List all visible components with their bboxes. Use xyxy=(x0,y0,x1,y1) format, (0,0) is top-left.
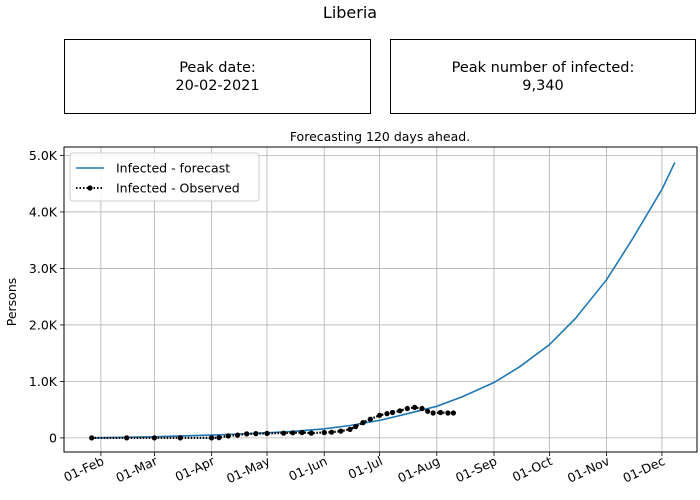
observed-point xyxy=(404,405,410,412)
observed-point xyxy=(299,429,305,436)
chart-title: Liberia xyxy=(322,3,378,22)
peak-number-label: Peak number of infected: xyxy=(451,59,635,76)
observed-point xyxy=(151,435,157,441)
observed-point xyxy=(347,426,353,432)
observed-point xyxy=(225,433,231,439)
observed-point xyxy=(419,405,425,412)
observed-point xyxy=(425,408,431,414)
x-tick-label: 01-Aug xyxy=(395,453,442,485)
y-tick-label: 4.0K xyxy=(29,204,58,219)
y-tick-label: 0 xyxy=(49,430,57,445)
peak-date-label: Peak date: xyxy=(179,59,256,76)
x-tick-label: 01-Jul xyxy=(346,453,385,482)
x-tick-label: 01-Nov xyxy=(565,453,612,486)
x-tick-label: 01-Dec xyxy=(620,453,667,485)
legend-marker-observed xyxy=(87,185,93,191)
observed-point xyxy=(321,429,327,436)
observed-point xyxy=(384,411,390,417)
observed-point xyxy=(360,420,366,426)
x-tick-label: 01-Sep xyxy=(453,453,499,485)
y-tick-label: 2.0K xyxy=(29,317,58,332)
observed-point xyxy=(264,430,270,436)
y-axis-label: Persons xyxy=(4,278,19,327)
x-tick-label: 01-Jun xyxy=(286,453,329,484)
observed-point xyxy=(430,410,436,416)
legend: Infected - forecast Infected - Observed xyxy=(69,152,260,202)
observed-point xyxy=(216,435,222,441)
forecast-line xyxy=(91,161,676,439)
peak-date-value: 20-02-2021 xyxy=(175,77,260,94)
y-tick-label: 1.0K xyxy=(29,374,58,389)
peak-number-box: Peak number of infected: 9,340 xyxy=(390,39,696,114)
observed-point xyxy=(177,435,183,441)
observed-point xyxy=(389,409,396,416)
peak-date-box: Peak date: 20-02-2021 xyxy=(64,39,371,114)
x-tick-label: 01-Feb xyxy=(61,453,106,485)
observed-point xyxy=(281,430,287,436)
observed-point xyxy=(353,424,359,430)
x-tick-label: 01-Apr xyxy=(173,453,218,485)
observed-point xyxy=(290,430,296,436)
observed-point xyxy=(244,431,250,437)
x-tick-label: 01-Oct xyxy=(510,453,555,485)
observed-point xyxy=(338,428,344,434)
plot-frame xyxy=(63,146,698,453)
observed-point xyxy=(308,430,314,436)
series-layer xyxy=(89,161,676,441)
observed-point xyxy=(124,435,130,441)
observed-point xyxy=(234,432,241,438)
observed-point xyxy=(397,408,403,414)
y-tick-label: 3.0K xyxy=(29,261,58,276)
observed-point xyxy=(450,410,456,416)
observed-point xyxy=(412,404,418,410)
observed-point xyxy=(367,416,373,422)
legend-label: Infected - Observed xyxy=(116,181,240,196)
x-tick-label: 01-Mar xyxy=(113,453,160,486)
observed-point xyxy=(445,410,451,416)
observed-point xyxy=(253,431,259,437)
peak-number-value: 9,340 xyxy=(522,77,564,94)
x-tick-label: 01-May xyxy=(224,453,273,486)
observed-point xyxy=(89,435,95,441)
legend-label: Infected - forecast xyxy=(116,161,230,176)
observed-point xyxy=(209,435,215,441)
legend-box xyxy=(69,152,260,202)
observed-point xyxy=(377,412,383,418)
observed-point xyxy=(437,409,444,416)
chart-subtitle: Forecasting 120 days ahead. xyxy=(290,129,470,144)
observed-point xyxy=(329,429,335,435)
y-tick-label: 5.0K xyxy=(29,148,58,163)
observed-line xyxy=(91,406,454,439)
